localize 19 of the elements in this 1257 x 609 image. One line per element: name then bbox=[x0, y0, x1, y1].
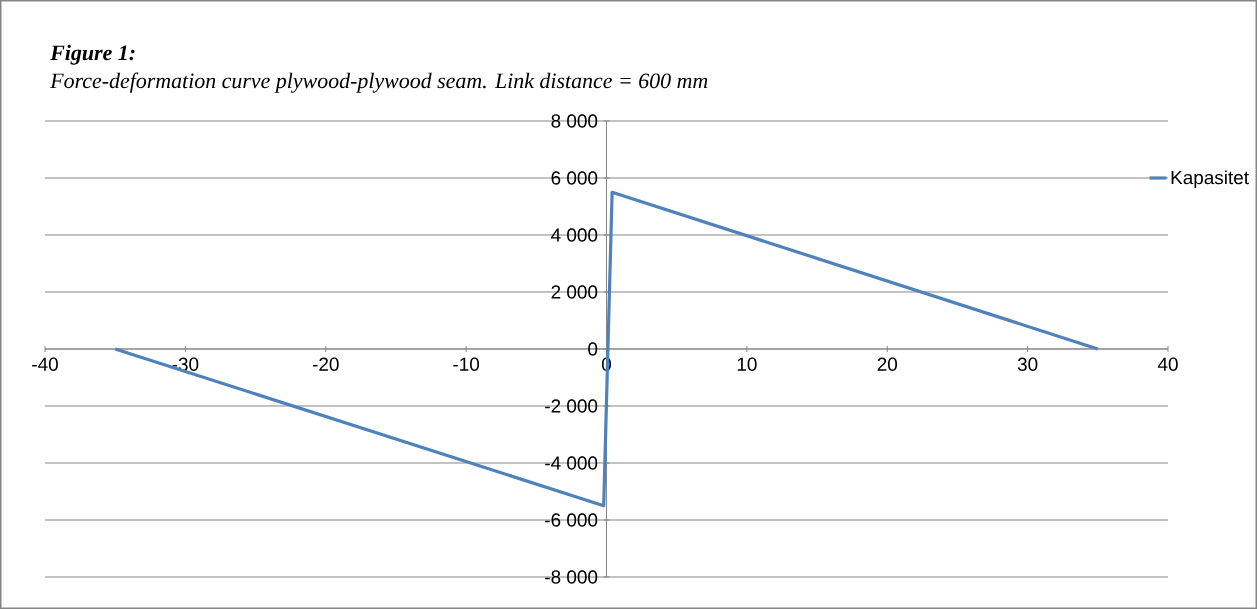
y-tick-label: -8 000 bbox=[545, 570, 598, 584]
y-tick-label: 6 000 bbox=[551, 171, 598, 185]
x-tick-label: 10 bbox=[737, 357, 757, 371]
x-tick-label: -20 bbox=[312, 357, 339, 371]
y-tick-label: 4 000 bbox=[551, 228, 598, 242]
x-tick-label: -10 bbox=[453, 357, 480, 371]
y-tick-label: 2 000 bbox=[551, 285, 598, 299]
y-tick-label: 0 bbox=[588, 342, 598, 356]
x-tick-label: -40 bbox=[32, 357, 58, 371]
x-tick-label: 20 bbox=[877, 357, 898, 371]
chart-subtitle: Force-deformation curve plywood-plywood seam. Link distance = 600 mm bbox=[50, 72, 708, 93]
x-tick-label: 40 bbox=[1157, 357, 1178, 371]
chart-title: Figure 1: bbox=[50, 44, 135, 65]
y-tick-label: -6 000 bbox=[545, 513, 598, 527]
y-tick-label: -2 000 bbox=[545, 399, 598, 413]
legend-label: Kapasitet bbox=[1171, 170, 1249, 189]
y-tick-label: -4 000 bbox=[545, 456, 598, 470]
x-tick-label: 30 bbox=[1017, 357, 1038, 371]
y-tick-label: 8 000 bbox=[551, 114, 598, 128]
